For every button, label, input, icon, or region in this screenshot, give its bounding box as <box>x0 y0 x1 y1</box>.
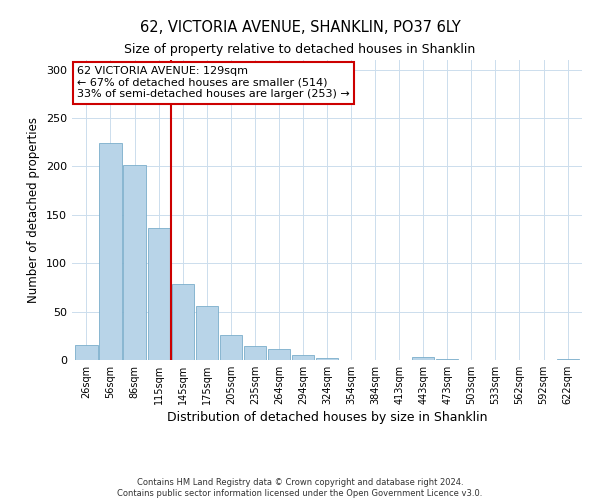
Bar <box>436 359 458 360</box>
Bar <box>76 344 98 360</box>
Bar <box>292 355 314 360</box>
Bar <box>124 164 146 360</box>
Y-axis label: Number of detached properties: Number of detached properties <box>28 117 40 303</box>
Text: 62, VICTORIA AVENUE, SHANKLIN, PO37 6LY: 62, VICTORIA AVENUE, SHANKLIN, PO37 6LY <box>140 20 460 35</box>
Text: Size of property relative to detached houses in Shanklin: Size of property relative to detached ho… <box>124 42 476 56</box>
Bar <box>557 359 578 360</box>
Text: 62 VICTORIA AVENUE: 129sqm
← 67% of detached houses are smaller (514)
33% of sem: 62 VICTORIA AVENUE: 129sqm ← 67% of deta… <box>77 66 350 99</box>
Bar <box>148 228 170 360</box>
Text: Contains HM Land Registry data © Crown copyright and database right 2024.
Contai: Contains HM Land Registry data © Crown c… <box>118 478 482 498</box>
Bar <box>196 306 218 360</box>
Bar <box>100 143 122 360</box>
X-axis label: Distribution of detached houses by size in Shanklin: Distribution of detached houses by size … <box>167 411 487 424</box>
Bar <box>316 358 338 360</box>
Bar <box>244 346 266 360</box>
Bar <box>412 357 434 360</box>
Bar <box>268 350 290 360</box>
Bar <box>220 335 242 360</box>
Bar <box>172 284 194 360</box>
